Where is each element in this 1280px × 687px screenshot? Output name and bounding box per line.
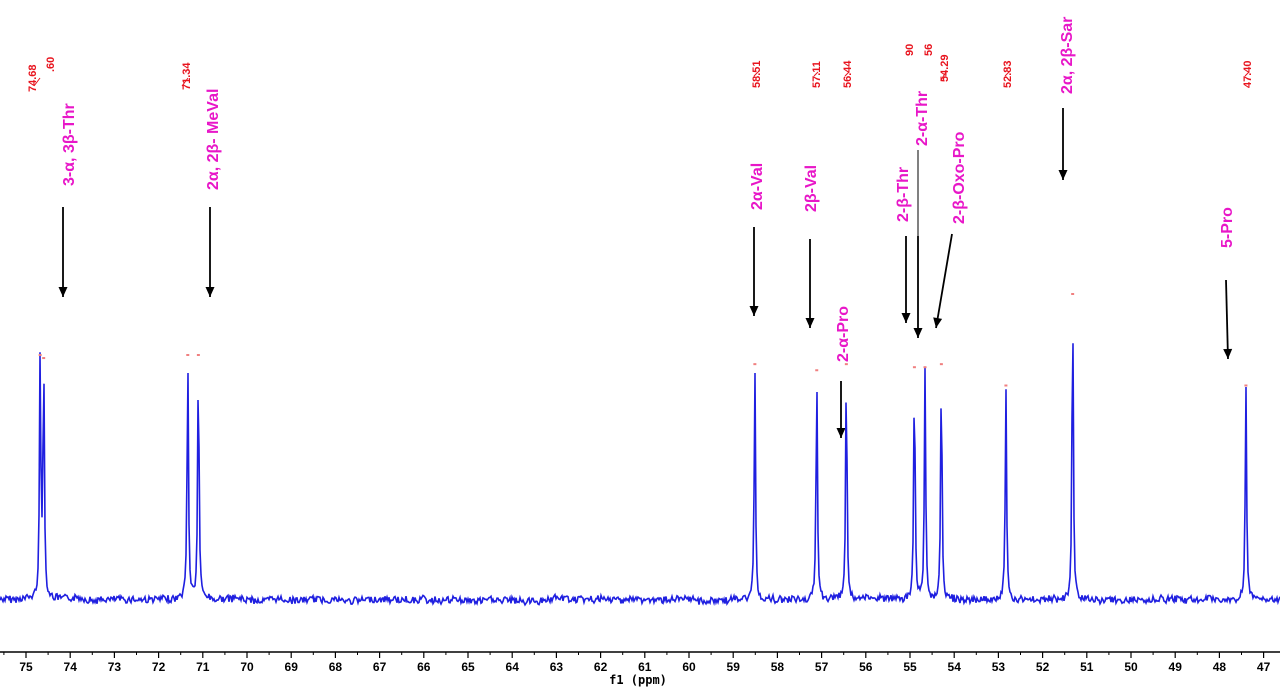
x-tick-label: 53 [992,660,1006,674]
x-tick-label: 61 [638,660,652,674]
arrow-head [805,318,815,328]
x-axis-title: f1 (ppm) [609,673,667,687]
assignment-label: 2-α-Pro [835,306,852,362]
x-tick-label: 66 [417,660,431,674]
peak-value-label: .60 [45,57,57,72]
peak-label-leader [844,71,850,77]
arrow-head [901,313,911,323]
arrow-head [836,428,846,438]
x-tick-label: 48 [1213,660,1227,674]
assignment-label: 2β-Val [803,165,820,212]
x-tick-label: 71 [196,660,210,674]
peak-value-label: 54.29 [939,54,951,82]
peak-label-leader [813,71,819,77]
spectrum-layer [0,293,1280,607]
assignment-label: 2-β-Oxo-Pro [951,131,968,224]
peak-label-leader [1004,71,1010,77]
x-tick-label: 49 [1169,660,1183,674]
x-tick-label: 57 [815,660,829,674]
x-tick-label: 47 [1257,660,1271,674]
peak-label-leader [753,71,759,77]
peak-label-leader [181,77,189,87]
assignment-label: 3-α, 3β-Thr [61,103,78,186]
arrow-head [913,328,923,338]
peak-value-label: 58.51 [751,60,763,88]
assignment-arrow [1225,279,1229,360]
x-tick-label: 52 [1036,660,1050,674]
x-tick-label: 63 [550,660,564,674]
peak-label-leader [1244,71,1250,77]
x-tick-label: 55 [903,660,917,674]
x-tick-label: 50 [1124,660,1138,674]
x-tick-label: 65 [461,660,475,674]
peak-value-label: 90 [904,44,916,56]
x-axis: 75 74 73 72 71 70 69 68 67 66 65 64 63 62 61 60 59 58 57 56… [0,651,1280,674]
x-tick-label: 67 [373,660,387,674]
x-tick-label: 59 [727,660,741,674]
arrow-head [205,287,215,297]
x-tick-label: 58 [771,660,785,674]
x-tick-label: 74 [64,660,78,674]
assignment-label: 2-α-Thr [914,91,931,146]
peak-value-label: 56 [923,44,935,56]
x-tick-label: 70 [240,660,254,674]
x-tick-label: 68 [329,660,343,674]
spectrum-trace [0,343,1280,607]
arrow-head [1223,348,1233,359]
arrow-head [749,306,759,316]
assignment-label: 2α, 2β- MeVal [205,89,222,190]
assignment-arrow [935,233,953,329]
arrow-head [1058,170,1068,180]
x-tick-label: 62 [594,660,608,674]
x-tick-label: 54 [948,660,962,674]
x-tick-label: 69 [285,660,299,674]
assignment-label: 2-β-Thr [895,167,912,222]
peak-value-label: 52.83 [1002,60,1014,88]
peak-label-leader [940,71,947,81]
x-tick-label: 51 [1080,660,1094,674]
assignment-label: 2α-Val [749,163,766,210]
assignment-label: 2α, 2β-Sar [1059,17,1076,94]
arrow-head [58,287,68,297]
x-tick-label: 72 [152,660,166,674]
x-tick-label: 75 [19,660,33,674]
peak-value-label: 57.11 [811,61,823,88]
arrow-head [933,317,943,328]
x-tick-label: 60 [682,660,696,674]
peak-value-label: 47.40 [1242,60,1254,88]
peak-value-label: 56.44 [842,60,854,88]
x-tick-label: 56 [859,660,873,674]
peak-label-leader [33,77,41,87]
assignment-label: 5-Pro [1219,207,1236,248]
x-tick-label: 64 [506,660,520,674]
x-tick-label: 73 [108,660,122,674]
peak-value-label: 74.68 [27,64,39,92]
